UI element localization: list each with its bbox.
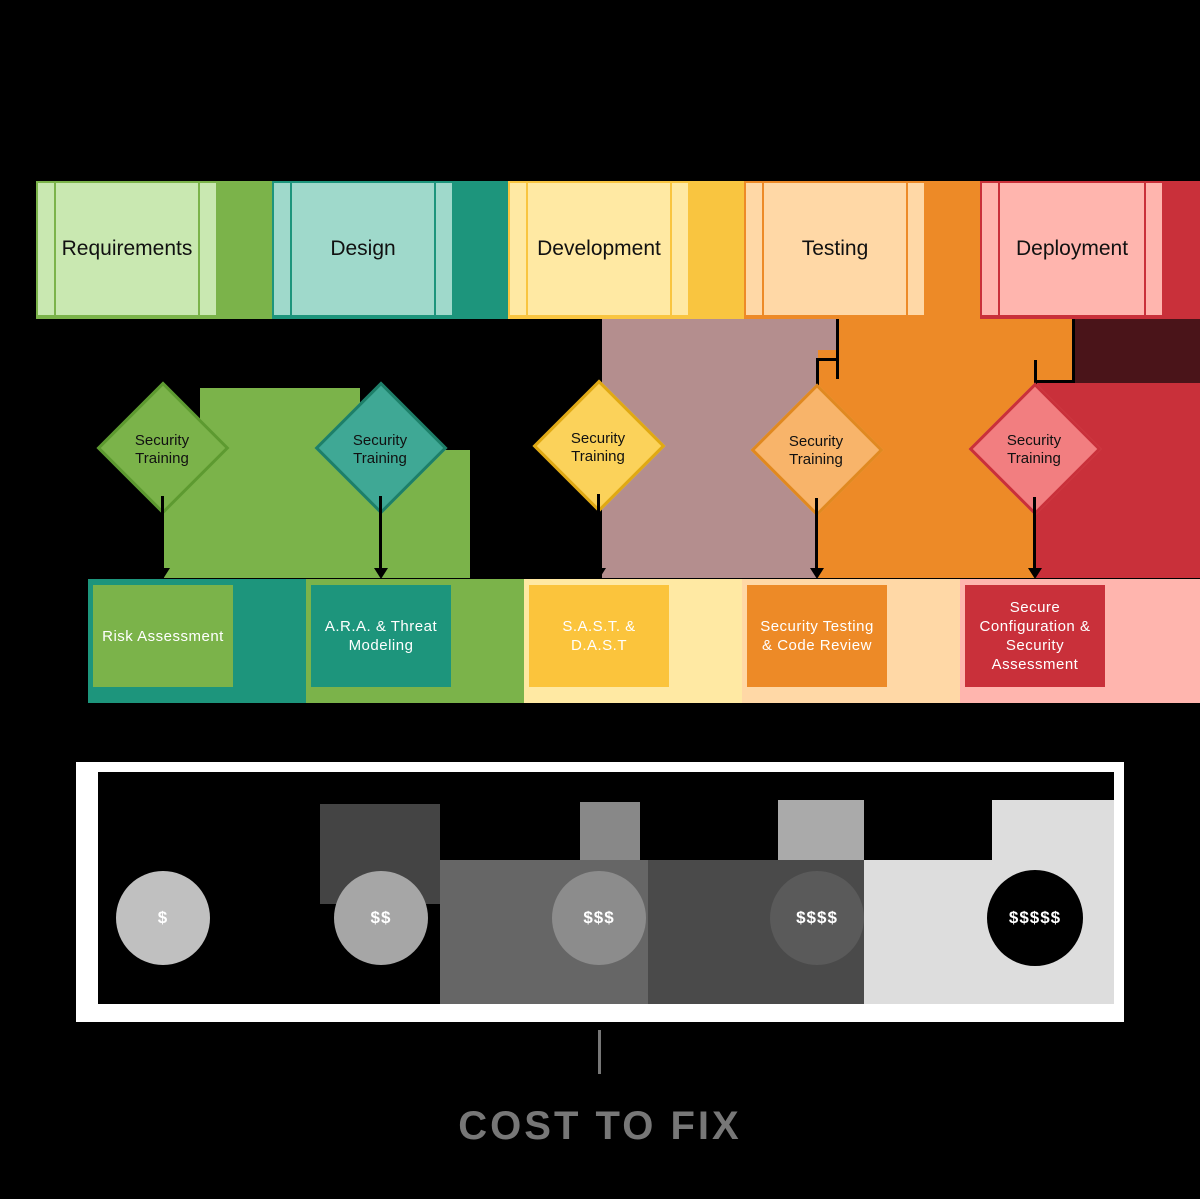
gate-label-5: Security Training [974, 432, 1094, 468]
connector-deployment [1072, 319, 1075, 383]
phase-testing: Testing [744, 181, 926, 317]
phase-deployment: Deployment [980, 181, 1164, 317]
arrow-line-5 [1033, 497, 1036, 568]
cost-pointer-line [598, 1030, 601, 1074]
cost-coin-4: $$$$ [770, 871, 864, 965]
phase-requirements: Requirements [36, 181, 218, 317]
gate-label-3: Security Training [538, 430, 658, 466]
cost-title: COST TO FIX [0, 1104, 1200, 1149]
cost-coin-3: $$$ [552, 871, 646, 965]
arrow-line-4 [815, 498, 818, 568]
activity-sast-dast: S.A.S.T. & D.A.S.T [529, 585, 669, 687]
region-deployment [1074, 383, 1200, 578]
arrow-line-2 [379, 496, 382, 568]
activity-risk-assessment: Risk Assessment [93, 585, 233, 687]
phase-development: Development [508, 181, 690, 317]
cost-bg-step-6 [778, 800, 864, 860]
arrow-head-5 [1028, 568, 1042, 579]
gate-label-4: Security Training [756, 433, 876, 469]
phase-label: Requirements [62, 237, 193, 261]
activity-secure-configuration: Secure Configuration & Security Assessme… [965, 585, 1105, 687]
cost-bg-step-8 [992, 800, 1114, 860]
region-deployment-dark [1074, 319, 1200, 383]
arrow-head-2 [374, 568, 388, 579]
arrow-head-3 [592, 568, 606, 579]
arrow-line-3 [597, 494, 600, 568]
phase-label: Development [537, 237, 661, 261]
connector-deployment-bend [1034, 380, 1074, 383]
gate-label-1: Security Training [102, 432, 222, 468]
activity-security-testing: Security Testing & Code Review [747, 585, 887, 687]
connector-testing-bend [816, 358, 838, 361]
phase-design: Design [272, 181, 454, 317]
phase-label: Testing [802, 237, 869, 261]
cost-bg-step-4 [580, 802, 640, 860]
arrow-head-1 [156, 568, 170, 579]
activity-ara-threat-modeling: A.R.A. & Threat Modeling [311, 585, 451, 687]
connector-testing [836, 319, 839, 379]
arrow-line-1 [161, 496, 164, 568]
phase-label: Design [330, 237, 395, 261]
phase-label: Deployment [1016, 237, 1128, 261]
arrow-head-4 [810, 568, 824, 579]
gate-label-2: Security Training [320, 432, 440, 468]
cost-coin-5: $$$$$ [988, 871, 1082, 965]
cost-coin-2: $$ [334, 871, 428, 965]
cost-coin-1: $ [116, 871, 210, 965]
